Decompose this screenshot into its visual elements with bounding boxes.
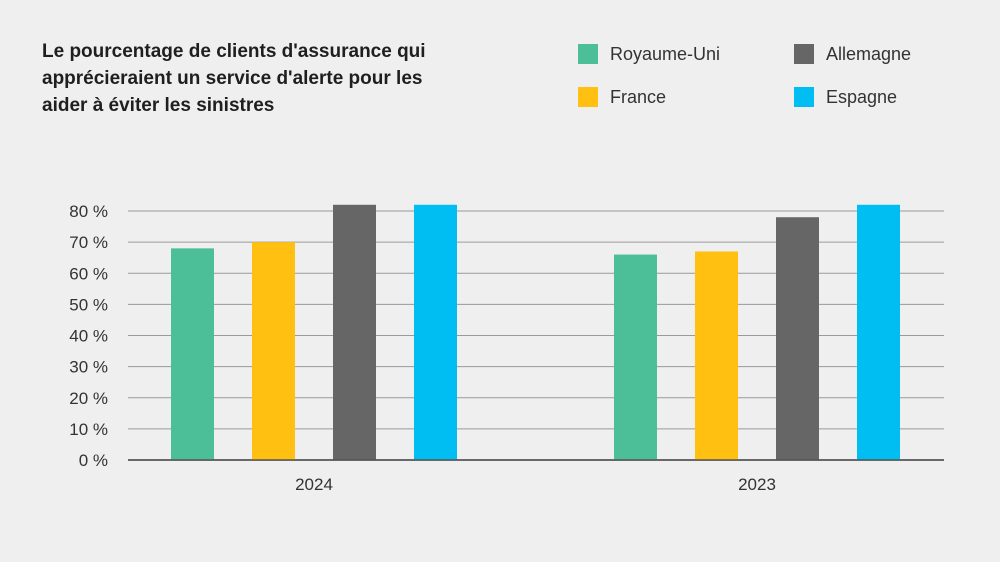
y-axis-ticks: 0 % 10 % 20 % 30 % 40 % 50 % 60 % 70 % 80 % — [69, 202, 108, 470]
bar-2024-allemagne — [333, 204, 376, 460]
chart-title: Le pourcentage de clients d'assurance qu… — [42, 38, 482, 119]
x-tick-label-2023: 2023 — [738, 475, 776, 494]
y-tick-label-1: 10 % — [69, 420, 108, 439]
legend-item-france: France — [578, 85, 666, 109]
y-tick-label-0: 0 % — [79, 451, 108, 470]
legend-item-allemagne: Allemagne — [794, 42, 911, 66]
legend-swatch-allemagne — [794, 44, 814, 64]
x-axis-ticks: 2024 2023 — [295, 475, 776, 494]
chart-title-line-1: Le pourcentage de clients d'assurance qu… — [42, 41, 426, 62]
legend-swatch-espagne — [794, 87, 814, 107]
chart-title-line-3: aider à éviter les sinistres — [42, 95, 275, 116]
y-tick-label-7: 70 % — [69, 233, 108, 252]
bars — [128, 204, 944, 461]
y-tick-label-2: 20 % — [69, 389, 108, 408]
legend-swatch-royaume-uni — [578, 44, 598, 64]
y-tick-label-8: 80 % — [69, 202, 108, 221]
bar-2024-espagne — [414, 204, 457, 460]
legend-swatch-france — [578, 87, 598, 107]
bar-2024-france — [252, 242, 295, 460]
y-tick-label-3: 30 % — [69, 358, 108, 377]
gridlines — [128, 210, 944, 461]
legend-item-espagne: Espagne — [794, 85, 897, 109]
legend-label-france: France — [610, 86, 667, 107]
bar-2023-espagne — [857, 204, 900, 460]
x-tick-label-2024: 2024 — [295, 475, 333, 494]
legend: Royaume-Uni France Allemagne Espagne — [578, 40, 958, 120]
legend-label-royaume-uni: Royaume-Uni — [610, 43, 721, 64]
bar-2023-royaume-uni — [614, 254, 657, 460]
y-tick-label-6: 60 % — [69, 264, 108, 283]
bar-2023-allemagne — [776, 217, 819, 460]
chart-title-line-2: apprécieraient un service d'alerte pour … — [42, 68, 423, 89]
bar-2023-france — [695, 251, 738, 460]
y-tick-label-5: 50 % — [69, 295, 108, 314]
y-tick-label-4: 40 % — [69, 327, 108, 346]
bar-2024-royaume-uni — [171, 248, 214, 460]
legend-label-allemagne: Allemagne — [826, 43, 912, 64]
legend-label-espagne: Espagne — [826, 86, 898, 107]
legend-item-royaume-uni: Royaume-Uni — [578, 42, 720, 66]
